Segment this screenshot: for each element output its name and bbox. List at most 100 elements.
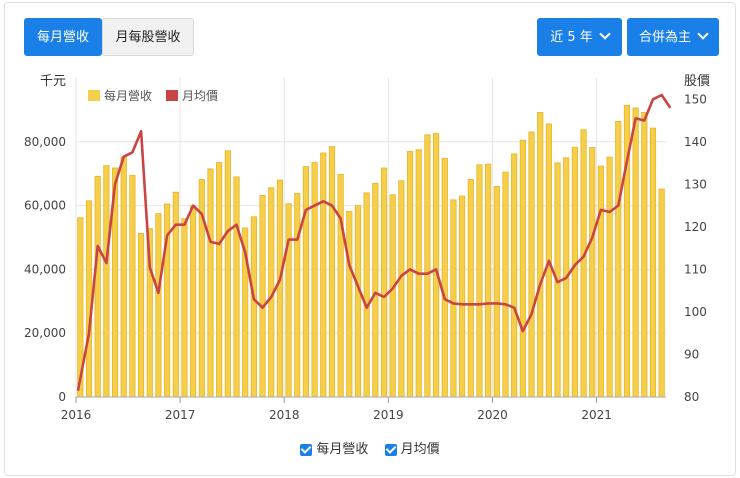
revenue-bar[interactable] <box>103 165 110 398</box>
revenue-bar[interactable] <box>615 120 622 398</box>
revenue-bar[interactable] <box>181 218 188 398</box>
y-right-tick-label: 80 <box>684 390 699 404</box>
scope-dropdown[interactable]: 合併為主 <box>627 18 719 56</box>
revenue-bar[interactable] <box>632 107 639 398</box>
y-right-tick-label: 130 <box>684 177 707 191</box>
revenue-bar[interactable] <box>302 166 310 398</box>
checkbox-checked-icon <box>300 443 313 456</box>
revenue-bar[interactable] <box>363 192 370 398</box>
toggle-price[interactable]: 月均價 <box>384 438 440 457</box>
revenue-bar[interactable] <box>120 156 127 398</box>
x-tick-label: 2018 <box>269 408 300 422</box>
toggle-revenue[interactable]: 每月營收 <box>300 438 368 457</box>
tab-monthly-eps-revenue[interactable]: 月每股營收 <box>102 18 194 56</box>
revenue-bar[interactable] <box>493 186 500 398</box>
axes: 0 20,000 40,000 60,000 80,000 80 90 100 110 120 13… <box>24 92 707 422</box>
revenue-bar[interactable] <box>432 133 440 398</box>
legend-revenue[interactable]: 每月營收 <box>88 88 152 103</box>
y-right-tick-label: 90 <box>684 347 699 361</box>
revenue-bar[interactable] <box>311 162 318 398</box>
legend-revenue-label: 每月營收 <box>104 88 152 103</box>
revenue-bar[interactable] <box>346 210 353 398</box>
revenue-bar[interactable] <box>354 205 362 398</box>
price-line <box>76 93 672 391</box>
legend-revenue-swatch <box>88 90 100 101</box>
revenue-bar[interactable] <box>519 139 526 398</box>
revenue-bar[interactable] <box>528 131 535 398</box>
revenue-bar[interactable] <box>250 216 257 398</box>
revenue-bar[interactable] <box>424 134 431 398</box>
revenue-bar[interactable] <box>597 165 605 398</box>
revenue-bar[interactable] <box>294 193 301 398</box>
y-right-tick-label: 100 <box>684 305 707 319</box>
x-tick-label: 2019 <box>373 408 404 422</box>
revenue-bar[interactable] <box>207 168 214 398</box>
revenue-bar[interactable] <box>380 167 388 398</box>
x-tick-label: 2021 <box>581 408 612 422</box>
legend-price-swatch <box>166 90 178 101</box>
toggle-revenue-label: 每月營收 <box>316 442 369 457</box>
bottom-legend: 每月營收 月均價 <box>0 438 740 457</box>
scope-dropdown-label: 合併為主 <box>638 30 691 45</box>
revenue-bar[interactable] <box>441 157 448 398</box>
x-tick-label: 2020 <box>477 408 508 422</box>
revenue-bar[interactable] <box>649 127 657 398</box>
legend-price-label: 月均價 <box>182 89 218 103</box>
y-right-tick-label: 150 <box>684 92 707 106</box>
revenue-bar[interactable] <box>285 203 292 398</box>
revenue-bar[interactable] <box>537 112 544 398</box>
y-left-tick-label: 80,000 <box>24 135 66 149</box>
revenue-bar[interactable] <box>485 163 492 398</box>
revenue-bar[interactable] <box>190 205 197 398</box>
revenue-bar[interactable] <box>94 175 101 398</box>
revenue-bar[interactable] <box>467 179 474 398</box>
y-right-tick-label: 140 <box>684 135 707 149</box>
revenue-bar[interactable] <box>233 176 240 398</box>
revenue-bar[interactable] <box>589 147 596 398</box>
x-tick-label: 2016 <box>61 408 92 422</box>
revenue-bar[interactable] <box>224 150 231 398</box>
revenue-bar[interactable] <box>459 195 466 398</box>
revenue-bar[interactable] <box>259 194 266 398</box>
revenue-bar[interactable] <box>85 200 93 398</box>
tab-monthly-revenue[interactable]: 每月營收 <box>24 18 102 56</box>
revenue-bar[interactable] <box>641 112 648 398</box>
checkbox-checked-icon <box>384 443 397 456</box>
revenue-bar[interactable] <box>129 174 136 398</box>
x-tick-label: 2017 <box>165 408 196 422</box>
price-series-line <box>76 93 672 391</box>
left-axis-title: 千元 <box>40 74 66 89</box>
revenue-bar[interactable] <box>511 153 518 398</box>
y-left-tick-label: 60,000 <box>24 199 66 213</box>
revenue-bar[interactable] <box>658 188 665 398</box>
y-right-tick-label: 110 <box>684 262 707 276</box>
revenue-bar[interactable] <box>328 146 336 398</box>
y-left-tick-label: 20,000 <box>24 326 66 340</box>
revenue-bar[interactable] <box>398 180 405 398</box>
y-left-tick-label: 0 <box>58 390 66 404</box>
revenue-bar[interactable] <box>502 171 509 398</box>
revenue-bar[interactable] <box>476 164 483 398</box>
right-axis-title: 股價 <box>684 74 710 89</box>
revenue-bar[interactable] <box>276 179 283 398</box>
y-right-tick-label: 120 <box>684 220 707 234</box>
revenue-bar[interactable] <box>571 146 578 398</box>
revenue-bar[interactable] <box>606 156 613 398</box>
revenue-bar[interactable] <box>155 213 162 398</box>
revenue-bar[interactable] <box>216 162 223 398</box>
revenue-bar[interactable] <box>389 194 396 398</box>
revenue-bar[interactable] <box>172 191 179 398</box>
revenue-bar[interactable] <box>372 182 379 398</box>
revenue-bar[interactable] <box>320 152 327 398</box>
toggle-price-label: 月均價 <box>400 442 440 457</box>
revenue-bar[interactable] <box>580 129 587 398</box>
range-dropdown-label: 近 5 年 <box>550 30 593 45</box>
revenue-bar[interactable] <box>337 173 344 398</box>
revenue-bar[interactable] <box>406 150 414 398</box>
range-dropdown[interactable]: 近 5 年 <box>537 18 622 56</box>
legend-price[interactable]: 月均價 <box>166 89 218 103</box>
revenue-bar[interactable] <box>450 199 457 398</box>
y-left-tick-label: 40,000 <box>24 262 66 276</box>
revenue-bar[interactable] <box>137 232 145 398</box>
